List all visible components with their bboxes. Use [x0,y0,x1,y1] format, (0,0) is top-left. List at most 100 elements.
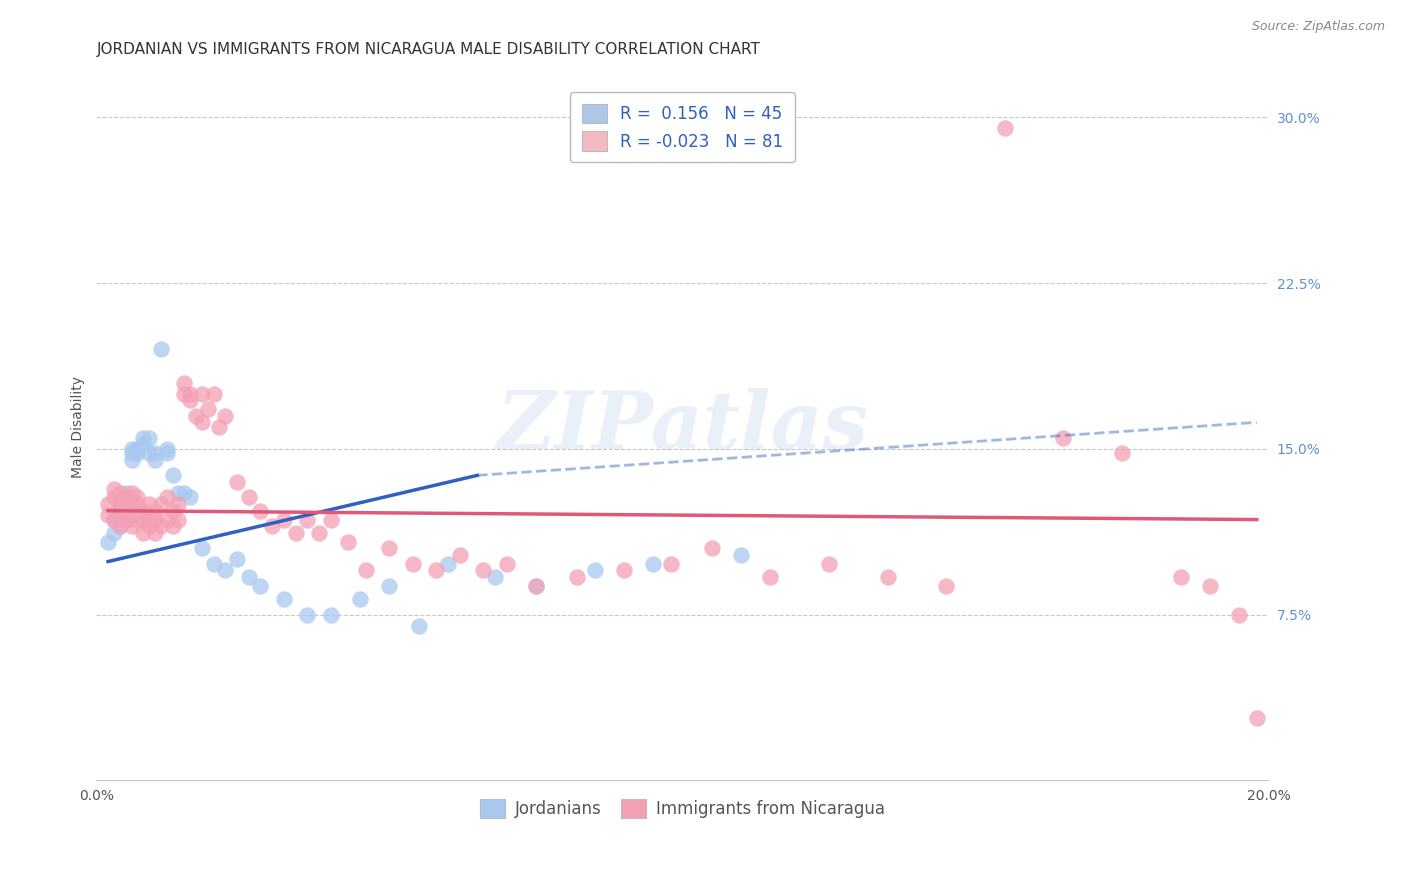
Point [1111,446,1133,460]
Point [226,552,249,566]
Point [378,541,401,556]
Point [449,548,471,562]
Point [162,468,184,483]
Point [425,563,447,577]
Point [191,541,214,556]
Point [1227,607,1250,622]
Point [319,607,342,622]
Point [273,512,295,526]
Point [273,592,295,607]
Point [162,504,184,518]
Point [132,431,155,445]
Point [121,442,143,456]
Legend: Jordanians, Immigrants from Nicaragua: Jordanians, Immigrants from Nicaragua [472,792,891,825]
Point [121,519,143,533]
Point [495,557,517,571]
Point [565,570,588,584]
Point [114,512,136,526]
Point [659,557,682,571]
Point [643,557,665,571]
Point [524,579,547,593]
Point [138,497,160,511]
Point [759,570,782,584]
Point [935,579,957,593]
Point [156,512,179,526]
Point [138,519,160,533]
Point [103,491,125,505]
Point [179,386,201,401]
Point [103,525,125,540]
Point [167,486,190,500]
Point [167,497,190,511]
Point [97,497,120,511]
Point [378,579,401,593]
Point [297,512,319,526]
Point [156,442,179,456]
Point [1170,570,1192,584]
Point [284,525,307,540]
Point [132,437,155,451]
Y-axis label: Male Disability: Male Disability [72,376,86,478]
Point [132,504,155,518]
Point [402,557,425,571]
Point [1199,579,1222,593]
Point [108,504,131,518]
Point [149,497,172,511]
Point [138,446,160,460]
Point [149,343,172,357]
Point [1246,711,1268,725]
Point [524,579,547,593]
Point [249,579,271,593]
Point [700,541,723,556]
Point [138,431,160,445]
Point [583,563,606,577]
Point [876,570,898,584]
Point [156,446,179,460]
Point [127,442,149,456]
Point [297,607,319,622]
Point [121,446,143,460]
Point [408,618,430,632]
Point [173,386,195,401]
Point [484,570,506,584]
Point [337,534,360,549]
Point [114,508,136,523]
Point [994,121,1017,136]
Point [208,419,231,434]
Point [184,409,207,423]
Point [108,504,131,518]
Point [108,497,131,511]
Point [191,415,214,429]
Point [226,475,249,489]
Point [167,512,190,526]
Point [249,504,271,518]
Point [121,486,143,500]
Point [214,563,236,577]
Point [114,508,136,523]
Point [472,563,495,577]
Point [121,453,143,467]
Point [108,486,131,500]
Point [114,497,136,511]
Point [127,446,149,460]
Point [114,491,136,505]
Point [162,519,184,533]
Point [308,525,330,540]
Point [437,557,460,571]
Point [97,534,120,549]
Point [349,592,371,607]
Point [818,557,841,571]
Text: ZIPatlas: ZIPatlas [496,388,869,466]
Point [127,491,149,505]
Point [238,570,260,584]
Point [127,504,149,518]
Point [127,497,149,511]
Point [143,525,166,540]
Point [143,453,166,467]
Point [103,482,125,496]
Point [1052,431,1074,445]
Point [103,512,125,526]
Point [173,486,195,500]
Point [149,519,172,533]
Point [143,504,166,518]
